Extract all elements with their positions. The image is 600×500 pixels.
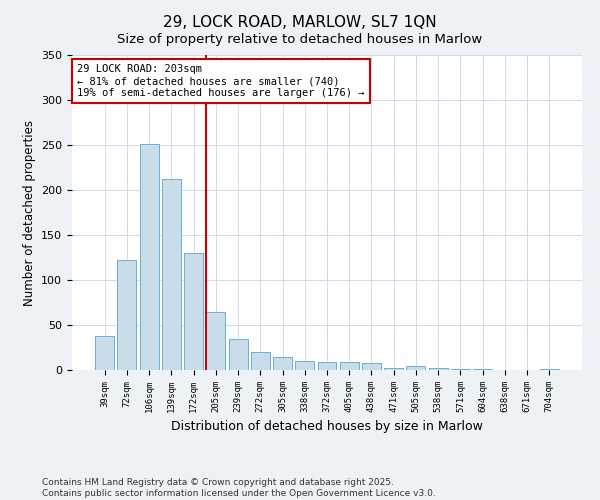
Bar: [540, 369, 559, 370]
Bar: [206, 312, 225, 370]
Bar: [384, 368, 403, 370]
Bar: [118, 260, 136, 370]
Bar: [451, 369, 470, 370]
Bar: [473, 369, 492, 370]
Bar: [362, 363, 381, 370]
Bar: [229, 338, 248, 370]
Bar: [251, 352, 270, 370]
Bar: [317, 362, 337, 370]
Bar: [162, 179, 181, 370]
Y-axis label: Number of detached properties: Number of detached properties: [23, 120, 35, 306]
Bar: [295, 361, 314, 370]
Bar: [184, 253, 203, 370]
Bar: [340, 362, 359, 370]
Text: 29, LOCK ROAD, MARLOW, SL7 1QN: 29, LOCK ROAD, MARLOW, SL7 1QN: [163, 15, 437, 30]
Bar: [406, 366, 425, 370]
X-axis label: Distribution of detached houses by size in Marlow: Distribution of detached houses by size …: [171, 420, 483, 434]
Bar: [140, 144, 158, 370]
Text: 29 LOCK ROAD: 203sqm
← 81% of detached houses are smaller (740)
19% of semi-deta: 29 LOCK ROAD: 203sqm ← 81% of detached h…: [77, 64, 365, 98]
Bar: [273, 356, 292, 370]
Text: Size of property relative to detached houses in Marlow: Size of property relative to detached ho…: [118, 32, 482, 46]
Bar: [95, 336, 114, 370]
Bar: [429, 368, 448, 370]
Text: Contains HM Land Registry data © Crown copyright and database right 2025.
Contai: Contains HM Land Registry data © Crown c…: [42, 478, 436, 498]
